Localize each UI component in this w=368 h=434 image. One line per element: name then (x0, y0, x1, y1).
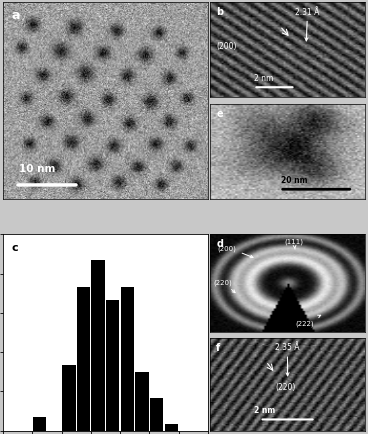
Text: (200): (200) (218, 244, 253, 258)
Text: 2.31 Å: 2.31 Å (296, 8, 320, 42)
Text: (220): (220) (213, 279, 235, 293)
Bar (91, 261, 105, 431)
Text: 2 nm: 2 nm (254, 405, 275, 414)
Text: (222): (222) (296, 316, 321, 326)
Text: 20 nm: 20 nm (282, 175, 308, 184)
Text: (200): (200) (216, 42, 237, 51)
Bar (62, 365, 75, 431)
Bar (135, 372, 149, 431)
Text: (111): (111) (284, 238, 304, 250)
Text: 10 nm: 10 nm (20, 164, 56, 174)
Bar (121, 287, 134, 431)
Bar (164, 424, 178, 431)
Text: c: c (11, 243, 18, 253)
Bar (77, 287, 90, 431)
Bar (150, 398, 163, 431)
Text: e: e (216, 109, 223, 119)
Text: 2.35 Å: 2.35 Å (275, 342, 300, 376)
Bar (33, 418, 46, 431)
Text: f: f (216, 342, 220, 352)
Text: b: b (216, 7, 223, 17)
Text: a: a (11, 10, 20, 22)
Text: 2 nm: 2 nm (254, 73, 273, 82)
Text: d: d (216, 239, 223, 249)
Text: (220): (220) (275, 382, 296, 391)
Bar (106, 300, 120, 431)
